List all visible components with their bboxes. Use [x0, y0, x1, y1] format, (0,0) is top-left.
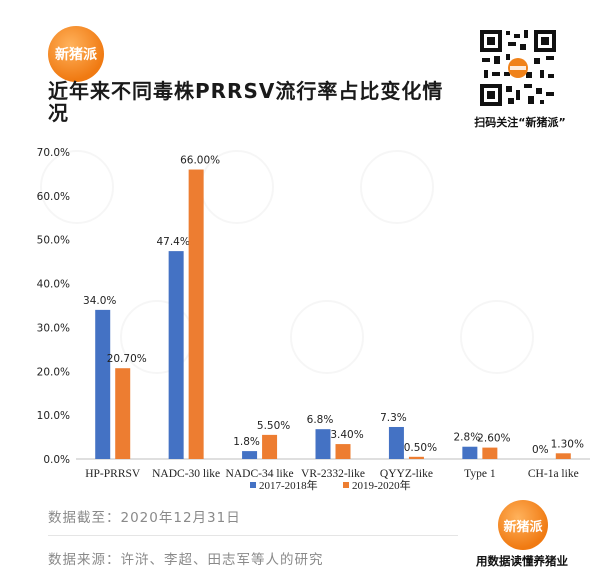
bar-series-1 — [168, 251, 184, 459]
data-label: 2.60% — [477, 433, 510, 445]
bar-series-2 — [262, 434, 278, 459]
data-label: 2.8% — [454, 432, 481, 444]
qr-code-icon — [478, 28, 558, 108]
data-label: 20.70% — [107, 353, 147, 365]
bar-series-1 — [388, 426, 404, 459]
bar-series-2 — [115, 368, 131, 459]
y-tick-label: 10.0% — [37, 410, 70, 422]
brand-logo-text: 新猪派 — [55, 47, 97, 63]
bar-series-1 — [315, 429, 331, 459]
bar-series-2 — [335, 444, 351, 459]
data-cutoff-date: 数据截至：2020年12月31日 — [48, 510, 241, 526]
data-label: 34.0% — [83, 295, 116, 307]
x-tick-label: VR-2332-like — [301, 468, 365, 480]
brand-logo: 新猪派 — [48, 26, 104, 82]
data-label: 0.50% — [404, 442, 437, 454]
bar-series-2 — [188, 169, 204, 460]
x-tick-label: QYYZ-like — [380, 468, 433, 480]
data-label: 0% — [532, 444, 549, 456]
data-label: 1.30% — [551, 438, 584, 450]
data-label: 1.8% — [233, 436, 260, 448]
y-tick-label: 70.0% — [37, 147, 70, 159]
footer-divider — [48, 535, 458, 536]
data-source: 数据来源：许浒、李超、田志军等人的研究 — [48, 552, 324, 568]
bar-series-2 — [482, 447, 498, 459]
x-tick-label: NADC-34 like — [226, 468, 294, 480]
y-tick-label: 20.0% — [37, 366, 70, 378]
data-label: 66.00% — [180, 155, 220, 167]
bar-series-2 — [408, 456, 424, 459]
bar-series-1 — [95, 309, 111, 459]
data-label: 47.4% — [156, 236, 189, 248]
bar-chart: 0.0% 10.0% 20.0% 30.0% 40.0% 50.0% 60.0% 70.0% 3… — [37, 147, 590, 492]
y-tick-label: 60.0% — [37, 191, 70, 203]
brand-logo-bottom-text: 新猪派 — [503, 519, 543, 535]
x-tick-label: NADC-30 like — [152, 468, 220, 480]
data-label: 6.8% — [307, 414, 334, 426]
data-label: 7.3% — [380, 412, 407, 424]
legend-swatch-1 — [250, 482, 256, 488]
y-tick-label: 50.0% — [37, 235, 70, 247]
legend-label-2: 2019-2020年 — [352, 478, 411, 492]
legend-label-1: 2017-2018年 — [259, 478, 318, 492]
legend-swatch-2 — [343, 482, 349, 488]
y-tick-label: 0.0% — [43, 454, 70, 466]
bar-series-1 — [462, 446, 478, 459]
data-label: 3.40% — [330, 429, 363, 441]
brand-logo-bottom: 新猪派 — [498, 500, 548, 550]
qr-caption: 扫码关注“新猪派” — [474, 116, 566, 129]
chart-title: 近年来不同毒株PRRSV流行率占比变化情况 — [48, 79, 444, 125]
data-label: 5.50% — [257, 420, 290, 432]
x-tick-label: CH-1a like — [528, 468, 579, 480]
x-tick-label: HP-PRRSV — [85, 468, 141, 480]
y-tick-label: 30.0% — [37, 322, 70, 334]
bar-series-1 — [242, 451, 258, 459]
bar-series-2 — [555, 453, 571, 459]
brand-slogan: 用数据读懂养猪业 — [476, 554, 568, 568]
y-tick-label: 40.0% — [37, 279, 70, 291]
x-tick-label: Type 1 — [464, 468, 496, 480]
